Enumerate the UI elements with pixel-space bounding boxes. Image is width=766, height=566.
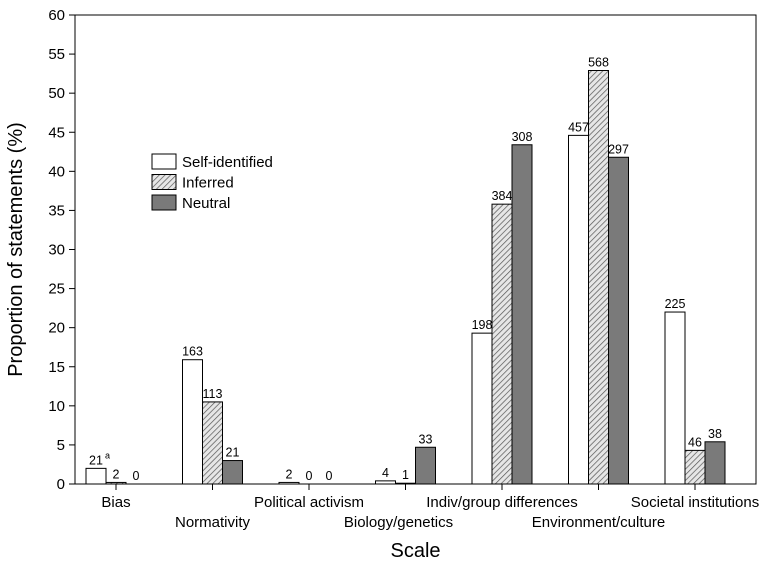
bar — [85, 467, 107, 485]
y-tick-label: 10 — [48, 398, 65, 415]
y-tick-label: 60 — [48, 7, 65, 24]
bar-count-label: 0 — [326, 469, 333, 483]
bar — [588, 69, 609, 485]
bar-count-label: 568 — [588, 55, 609, 69]
x-category-label: Biology/genetics — [344, 514, 453, 531]
x-category-label: Indiv/group differences — [426, 494, 578, 511]
y-tick-label: 15 — [48, 359, 65, 376]
x-category-label: Bias — [101, 494, 130, 511]
y-axis-label: Proportion of statements (%) — [5, 122, 27, 377]
bar-count-label: 308 — [512, 130, 533, 144]
bar-count-label: 1 — [402, 468, 409, 482]
legend-swatch — [151, 174, 177, 190]
legend-label: Neutral — [182, 195, 230, 212]
bar-count-label: 4 — [382, 466, 389, 480]
bar-count-label: 46 — [688, 435, 702, 449]
bar-count-label: 33 — [419, 432, 433, 446]
bar-count-label: 163 — [182, 345, 203, 359]
y-tick-label: 45 — [48, 124, 65, 141]
y-tick-label: 40 — [48, 163, 65, 180]
bar-count-label: 297 — [608, 142, 629, 156]
legend-label: Inferred — [182, 175, 234, 192]
y-tick-label: 0 — [57, 476, 65, 493]
bar — [704, 441, 726, 485]
footnote-marker: a — [105, 450, 110, 460]
legend-swatch — [151, 194, 177, 211]
x-category-label: Normativity — [175, 514, 251, 531]
x-category-label: Political activism — [254, 494, 364, 511]
x-category-label: Environment/culture — [532, 514, 665, 531]
bar — [664, 311, 686, 485]
bar-count-label: 0 — [306, 469, 313, 483]
y-tick-label: 30 — [48, 242, 65, 259]
bar — [511, 144, 533, 485]
y-tick-label: 20 — [48, 320, 65, 337]
y-tick-label: 35 — [48, 202, 65, 219]
bar — [568, 134, 589, 485]
bar-count-label: 2 — [113, 467, 120, 481]
bar — [608, 156, 629, 485]
bar — [182, 359, 203, 485]
x-axis-label: Scale — [390, 540, 440, 562]
bar-count-label: 21 — [226, 446, 240, 460]
bar — [415, 446, 436, 485]
bar-count-label: 21 — [89, 453, 103, 467]
y-tick-label: 5 — [57, 437, 65, 454]
bar-count-label: 38 — [708, 427, 722, 441]
bar — [202, 401, 223, 485]
legend-swatch — [151, 153, 177, 170]
bar — [684, 449, 706, 485]
bar — [471, 332, 493, 485]
y-tick-label: 25 — [48, 281, 65, 298]
bar — [491, 203, 513, 485]
bar-count-label: 2 — [286, 467, 293, 481]
plot-area — [74, 14, 757, 485]
bar-count-label: 225 — [665, 297, 686, 311]
bar — [222, 460, 243, 485]
bar-count-label: 384 — [492, 189, 513, 203]
bar-count-label: 0 — [133, 469, 140, 483]
x-category-label: Societal institutions — [631, 494, 759, 511]
bar-count-label: 113 — [203, 387, 223, 401]
bar-count-label: 198 — [472, 318, 493, 332]
y-tick-label: 50 — [48, 85, 65, 102]
legend-label: Self-identified — [182, 154, 273, 171]
y-tick-label: 55 — [48, 46, 65, 63]
bar-count-label: 457 — [568, 120, 589, 134]
